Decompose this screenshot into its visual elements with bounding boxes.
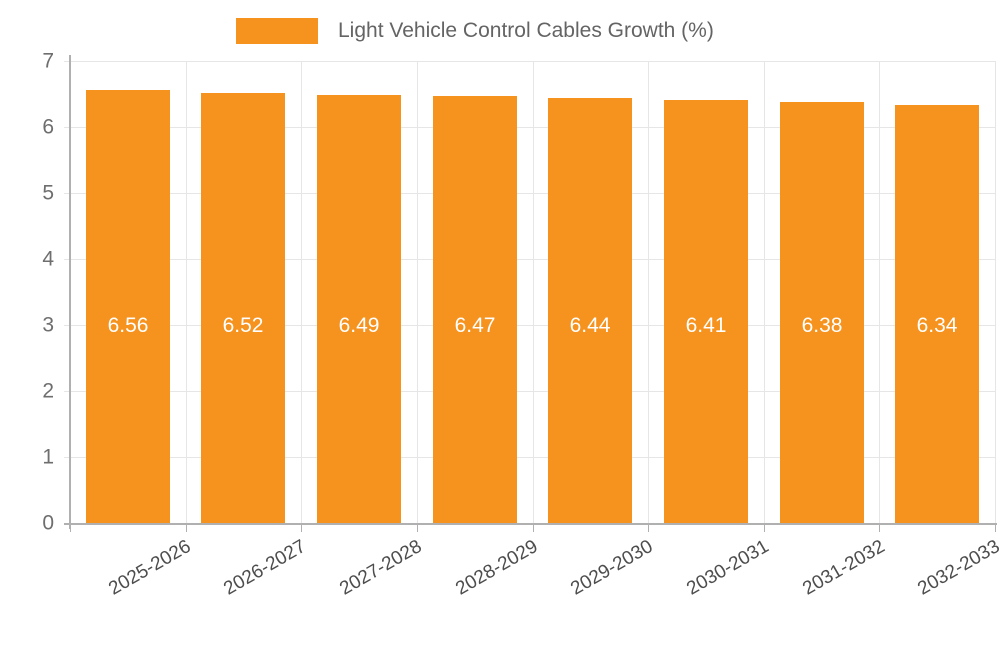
x-axis-tick-mark — [648, 525, 649, 532]
bar[interactable]: 6.38 — [780, 101, 864, 523]
gridline-horizontal — [64, 193, 995, 194]
bar[interactable]: 6.41 — [664, 99, 748, 523]
bar-value-label: 6.34 — [916, 314, 958, 338]
bar[interactable]: 6.34 — [895, 104, 979, 523]
gridline-vertical — [417, 61, 418, 523]
legend-label: Light Vehicle Control Cables Growth (%) — [338, 19, 714, 42]
y-axis-tick-label: 1 — [42, 445, 54, 469]
chart-legend[interactable]: Light Vehicle Control Cables Growth (%) — [236, 16, 714, 46]
x-axis-tick-mark — [995, 525, 996, 532]
gridline-horizontal — [64, 127, 995, 128]
bar[interactable]: 6.52 — [201, 92, 285, 523]
gridline-vertical — [186, 61, 187, 523]
y-axis-tick-label: 6 — [42, 115, 54, 139]
bar-value-label: 6.52 — [222, 314, 264, 338]
y-axis-line — [69, 55, 71, 529]
bar-value-label: 6.56 — [107, 314, 149, 338]
bar-chart: Light Vehicle Control Cables Growth (%) … — [42, 16, 1000, 600]
x-axis-tick-mark — [533, 525, 534, 532]
gridline-horizontal — [64, 325, 995, 326]
gridline-horizontal — [64, 457, 995, 458]
bar-value-label: 6.49 — [338, 314, 380, 338]
x-axis-tick-mark — [301, 525, 302, 532]
bar[interactable]: 6.49 — [317, 94, 401, 523]
y-axis-tick-label: 4 — [42, 247, 54, 271]
gridline-vertical — [533, 61, 534, 523]
x-axis-tick-mark — [879, 525, 880, 532]
gridline-vertical — [995, 61, 996, 523]
y-axis-tick-label: 7 — [42, 49, 54, 73]
y-axis-tick-label: 0 — [42, 511, 54, 535]
x-axis-tick-mark — [764, 525, 765, 532]
bar[interactable]: 6.56 — [86, 90, 170, 523]
y-axis-tick-label: 5 — [42, 181, 54, 205]
bar[interactable]: 6.44 — [548, 97, 632, 523]
gridline-vertical — [648, 61, 649, 523]
x-axis-tick-mark — [417, 525, 418, 532]
gridline-vertical — [301, 61, 302, 523]
gridline-horizontal — [64, 61, 995, 62]
gridline-vertical — [764, 61, 765, 523]
x-axis-tick-mark — [70, 525, 71, 532]
x-axis-line — [64, 523, 997, 525]
bar[interactable]: 6.47 — [433, 95, 517, 523]
y-axis-tick-label: 3 — [42, 313, 54, 337]
y-axis-tick-label: 2 — [42, 379, 54, 403]
plot-area: 6.56 6.52 6.49 6.47 6.44 6.41 6.38 6.34 — [64, 61, 996, 524]
bar-value-label: 6.38 — [801, 314, 843, 338]
gridline-horizontal — [64, 391, 995, 392]
gridline-horizontal — [64, 259, 995, 260]
x-axis-tick-mark — [186, 525, 187, 532]
gridline-vertical — [879, 61, 880, 523]
bar-value-label: 6.47 — [454, 314, 496, 338]
bar-value-label: 6.41 — [685, 314, 727, 338]
bar-value-label: 6.44 — [569, 314, 611, 338]
legend-color-swatch — [236, 18, 318, 44]
